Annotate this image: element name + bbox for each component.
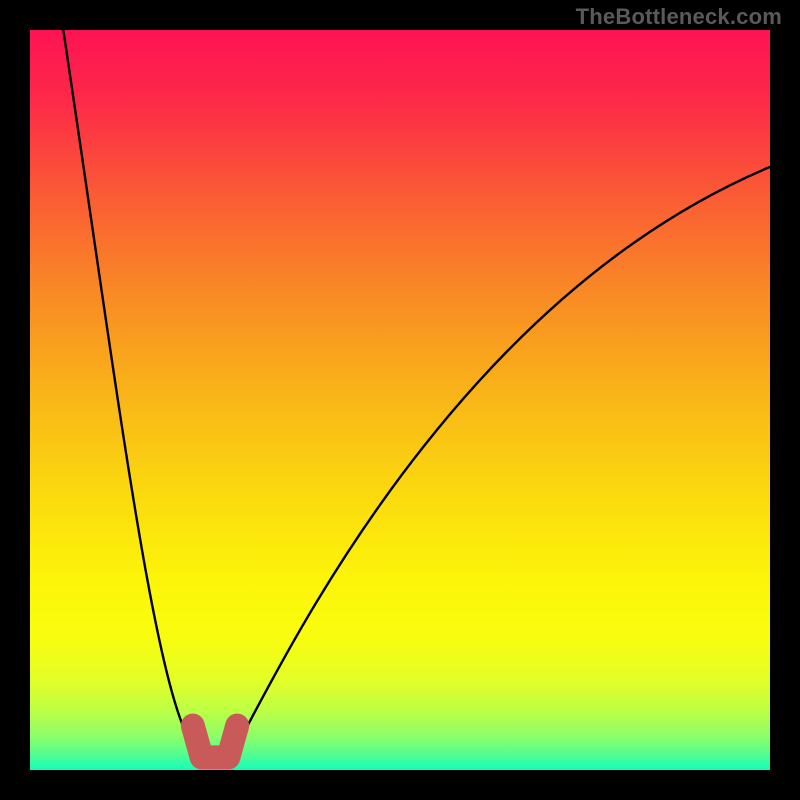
- chart-stage: TheBottleneck.com: [0, 0, 800, 800]
- watermark-text: TheBottleneck.com: [576, 4, 782, 30]
- bottleneck-chart: [0, 0, 800, 800]
- plot-gradient-area: [30, 30, 770, 770]
